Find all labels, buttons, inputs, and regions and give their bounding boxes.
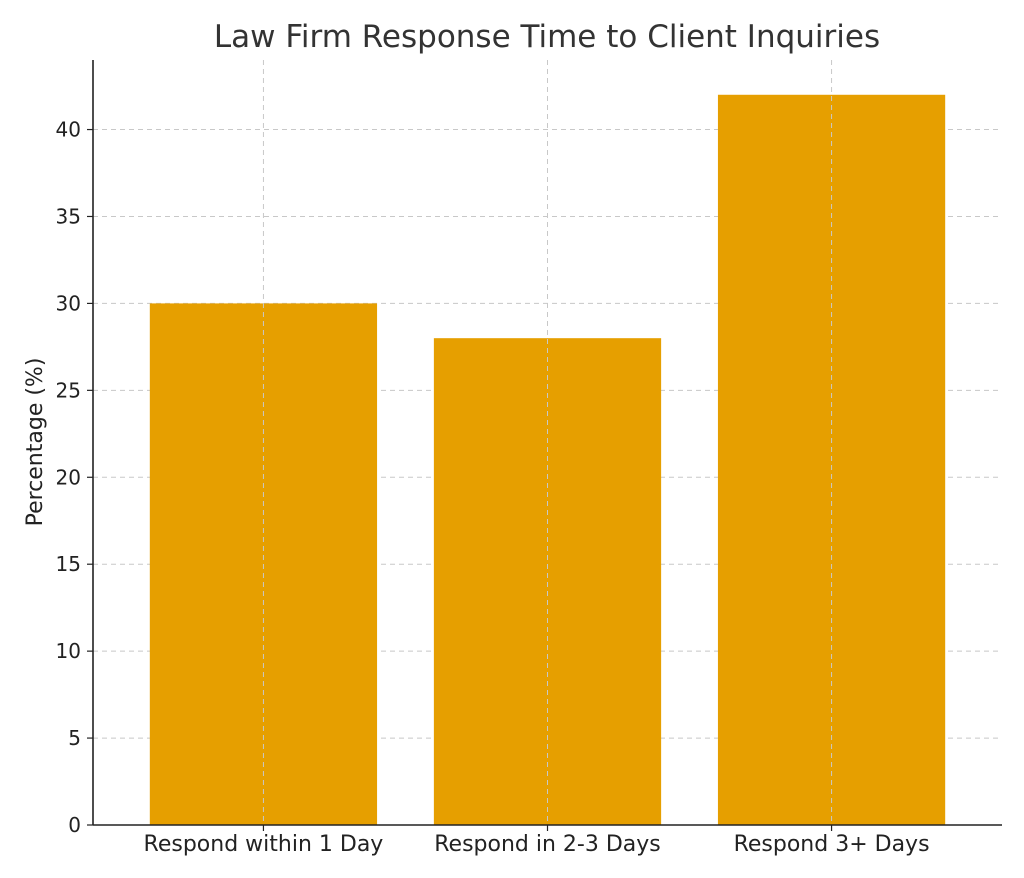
y-tick-label: 35 (56, 204, 81, 228)
y-tick-label: 5 (68, 726, 81, 750)
y-tick-label: 10 (56, 639, 81, 663)
y-tick-label: 40 (56, 118, 81, 142)
y-tick-label: 30 (56, 291, 81, 315)
x-tick-label: Respond within 1 Day (144, 832, 384, 857)
tick-labels: 0 5 10 15 20 25 30 35 40 Respond within 1 Day Resp… (56, 118, 930, 857)
y-tick-label: 15 (56, 552, 81, 576)
chart-title: Law Firm Response Time to Client Inquiri… (214, 19, 880, 55)
y-tick-label: 20 (56, 465, 81, 489)
y-tick-label: 25 (56, 378, 81, 402)
bars (149, 60, 946, 826)
axes (87, 60, 1002, 831)
y-tick-label: 0 (68, 813, 81, 837)
x-tick-label: Respond 3+ Days (734, 832, 930, 857)
y-axis-title: Percentage (%) (23, 358, 48, 527)
bar (433, 338, 662, 825)
x-tick-label: Respond in 2-3 Days (434, 832, 661, 857)
